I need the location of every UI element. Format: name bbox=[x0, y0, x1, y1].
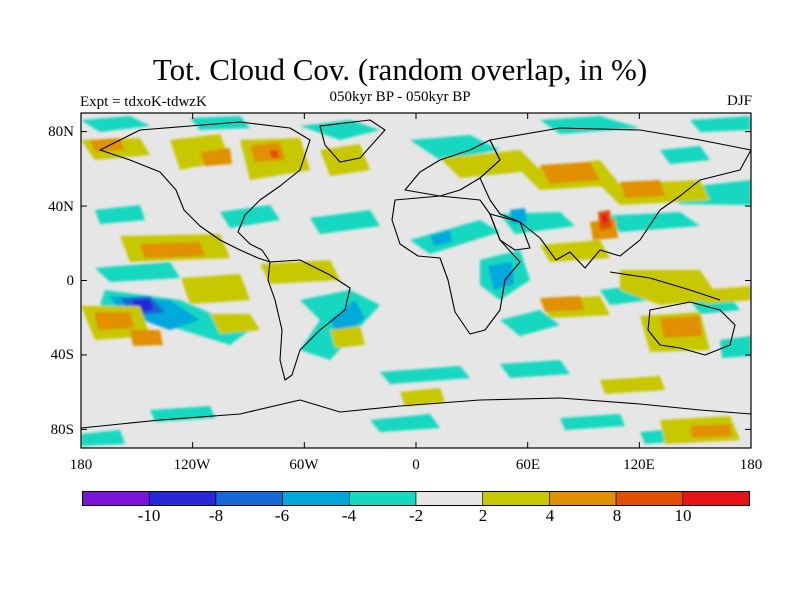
colorbar-label: -2 bbox=[408, 506, 424, 525]
colorbar-label: -4 bbox=[341, 506, 357, 525]
x-tick-label: 180 bbox=[739, 457, 763, 473]
colorbar-label: 8 bbox=[612, 506, 622, 525]
colorbar-box bbox=[282, 491, 350, 506]
colorbar-box bbox=[348, 491, 417, 506]
y-tick-label: 40N bbox=[48, 199, 74, 215]
x-tick-label: 120W bbox=[173, 457, 211, 473]
colorbar-box bbox=[415, 491, 483, 506]
map-title: Tot. Cloud Cov. (random overlap, in %) bbox=[152, 52, 648, 87]
x-tick-label: 120E bbox=[623, 457, 655, 473]
y-tick-label: 40S bbox=[50, 347, 74, 363]
axis-ticks bbox=[80, 113, 752, 448]
x-tick-label: 180 bbox=[69, 457, 93, 473]
map-subtitle: 050kyr BP - 050kyr BP bbox=[329, 89, 471, 105]
colorbar-box bbox=[482, 491, 550, 506]
colorbar bbox=[82, 491, 750, 506]
colorbar-label: -10 bbox=[137, 506, 161, 525]
colorbar-label: 2 bbox=[478, 506, 488, 525]
x-tick-label: 60W bbox=[289, 457, 319, 473]
x-tick-label: 0 bbox=[412, 457, 420, 473]
colorbar-box bbox=[682, 491, 750, 506]
y-tick-label: 80N bbox=[48, 124, 74, 140]
experiment-label: Expt = tdxoK-tdwzK bbox=[80, 94, 207, 110]
colorbar-box bbox=[549, 491, 617, 506]
colorbar-label: -8 bbox=[208, 506, 224, 525]
colorbar-box bbox=[615, 491, 684, 506]
y-tick-label: 0 bbox=[66, 273, 75, 289]
colorbar-label: -6 bbox=[274, 506, 290, 525]
y-tick-label: 80S bbox=[50, 422, 74, 438]
colorbar-label: 10 bbox=[674, 506, 692, 525]
colorbar-box bbox=[148, 491, 217, 506]
coastlines bbox=[81, 119, 751, 429]
x-tick-label: 60E bbox=[515, 457, 541, 473]
season-label: DJF bbox=[726, 93, 752, 109]
colorbar-box bbox=[82, 491, 150, 506]
colorbar-box bbox=[215, 491, 283, 506]
colorbar-label: 4 bbox=[545, 506, 555, 525]
anomaly-field bbox=[81, 116, 751, 446]
